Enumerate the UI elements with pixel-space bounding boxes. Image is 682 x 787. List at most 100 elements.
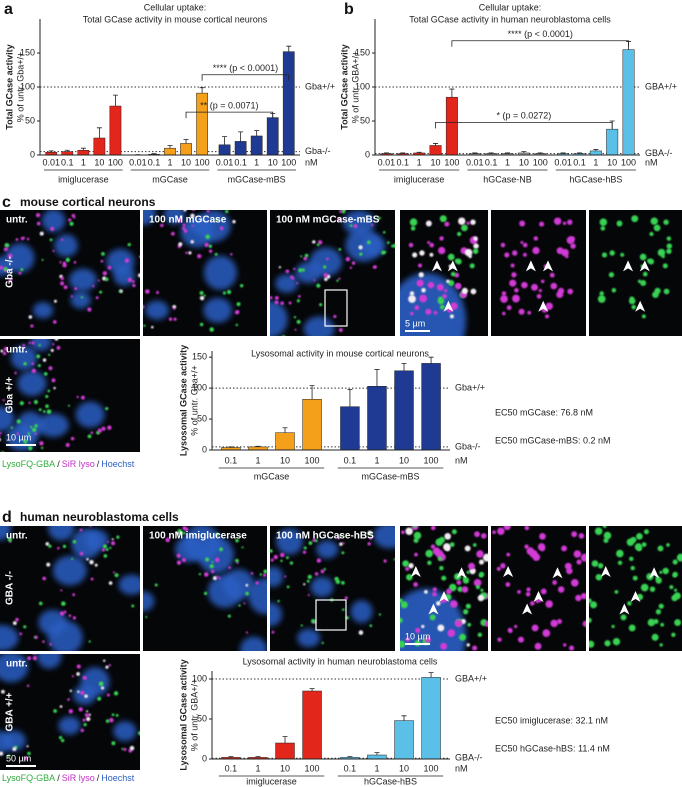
vesicle	[632, 575, 638, 581]
vesicle	[109, 546, 112, 549]
vesicle	[595, 573, 603, 581]
vesicle	[159, 198, 162, 201]
vesicle	[47, 389, 51, 393]
vesicle	[451, 529, 457, 535]
vesicle	[5, 248, 9, 251]
vesicle	[84, 713, 89, 718]
vesicle	[97, 279, 100, 282]
vesicle	[23, 362, 27, 366]
vesicle	[160, 223, 164, 228]
panel-title: human neuroblastoma cells	[20, 510, 179, 524]
bar	[421, 677, 441, 760]
vesicle	[105, 665, 109, 669]
nucleus	[71, 528, 102, 559]
arrowhead	[649, 567, 660, 579]
error-bar	[488, 152, 494, 154]
vesicle	[112, 571, 116, 574]
vesicle	[243, 602, 246, 605]
vesicle	[650, 217, 658, 225]
vesicle	[540, 279, 545, 284]
vesicle	[39, 441, 44, 446]
bar	[266, 117, 279, 156]
micrograph	[0, 654, 140, 770]
vesicle	[597, 295, 606, 303]
vesicle	[235, 323, 238, 327]
vesicle	[521, 281, 528, 289]
vesicle	[629, 296, 634, 301]
vesicle	[532, 246, 540, 255]
vesicle	[177, 218, 182, 223]
legend: LysoFQ-GBA / SiR lyso / Hoechst	[2, 773, 135, 783]
vesicle	[537, 543, 546, 551]
significance-label: **** (p < 0.0001)	[508, 29, 573, 39]
vesicle	[303, 546, 307, 550]
arrowhead	[552, 567, 563, 579]
vesicle	[312, 538, 316, 543]
bar	[302, 399, 322, 451]
vesicle	[76, 664, 81, 669]
error-bar	[282, 427, 288, 433]
vesicle	[457, 586, 463, 592]
vesicle	[20, 268, 24, 272]
vesicle	[72, 616, 77, 620]
vesicle	[111, 741, 116, 746]
vesicle	[225, 210, 229, 214]
vesicle	[448, 280, 455, 287]
vesicle	[145, 289, 150, 294]
vesicle	[83, 722, 87, 727]
vesicle	[400, 601, 408, 609]
error-bar	[255, 445, 261, 447]
nucleus	[203, 297, 233, 323]
vesicle	[34, 432, 37, 435]
vesicle	[472, 248, 479, 254]
y-tick-label: 0	[365, 149, 370, 159]
reference-label: Gba+/+	[305, 81, 335, 91]
vesicle	[333, 342, 336, 345]
nucleus	[33, 302, 54, 319]
vesicle	[641, 542, 647, 548]
vesicle	[70, 436, 75, 441]
panel-title: mouse cortical neurons	[20, 195, 156, 209]
vesicle	[408, 563, 414, 569]
micrographs	[0, 198, 682, 770]
arrowhead	[447, 260, 458, 272]
vesicle	[61, 238, 64, 242]
vesicle	[534, 642, 542, 650]
arrowhead	[428, 603, 439, 615]
vesicle	[400, 598, 403, 604]
vesicle	[240, 284, 244, 288]
vesicle	[214, 252, 218, 256]
vesicle	[127, 242, 131, 247]
row-label: Gba +/+	[5, 376, 16, 413]
vesicle	[173, 317, 177, 321]
vesicle	[90, 431, 94, 435]
vesicle	[536, 293, 542, 299]
vesicle	[492, 530, 496, 535]
vesicle	[337, 217, 342, 222]
image-label: untr.	[6, 345, 28, 356]
y-axis-label: Total GCase activity	[339, 44, 349, 129]
vesicle	[86, 716, 91, 722]
vesicle	[113, 691, 119, 696]
vesicle	[339, 542, 343, 546]
vesicle	[439, 236, 444, 241]
vesicle	[312, 240, 316, 244]
x-tick-label: 1	[255, 455, 260, 465]
vesicle	[310, 619, 316, 624]
micrograph-zoom	[400, 526, 488, 651]
vesicle	[430, 544, 436, 549]
x-tick-label: 1	[167, 157, 172, 167]
error-bar	[167, 145, 173, 149]
nucleus	[4, 243, 35, 273]
vesicle	[105, 719, 110, 723]
vesicle	[531, 624, 539, 632]
vesicle	[316, 283, 321, 288]
vesicle	[71, 675, 75, 678]
row-label: Gba -/-	[5, 256, 16, 288]
vesicle	[59, 611, 65, 616]
vesicle	[393, 243, 395, 248]
vesicle	[614, 590, 619, 594]
vesicle	[503, 526, 511, 531]
vesicle	[651, 633, 659, 641]
vesicle	[32, 655, 38, 661]
